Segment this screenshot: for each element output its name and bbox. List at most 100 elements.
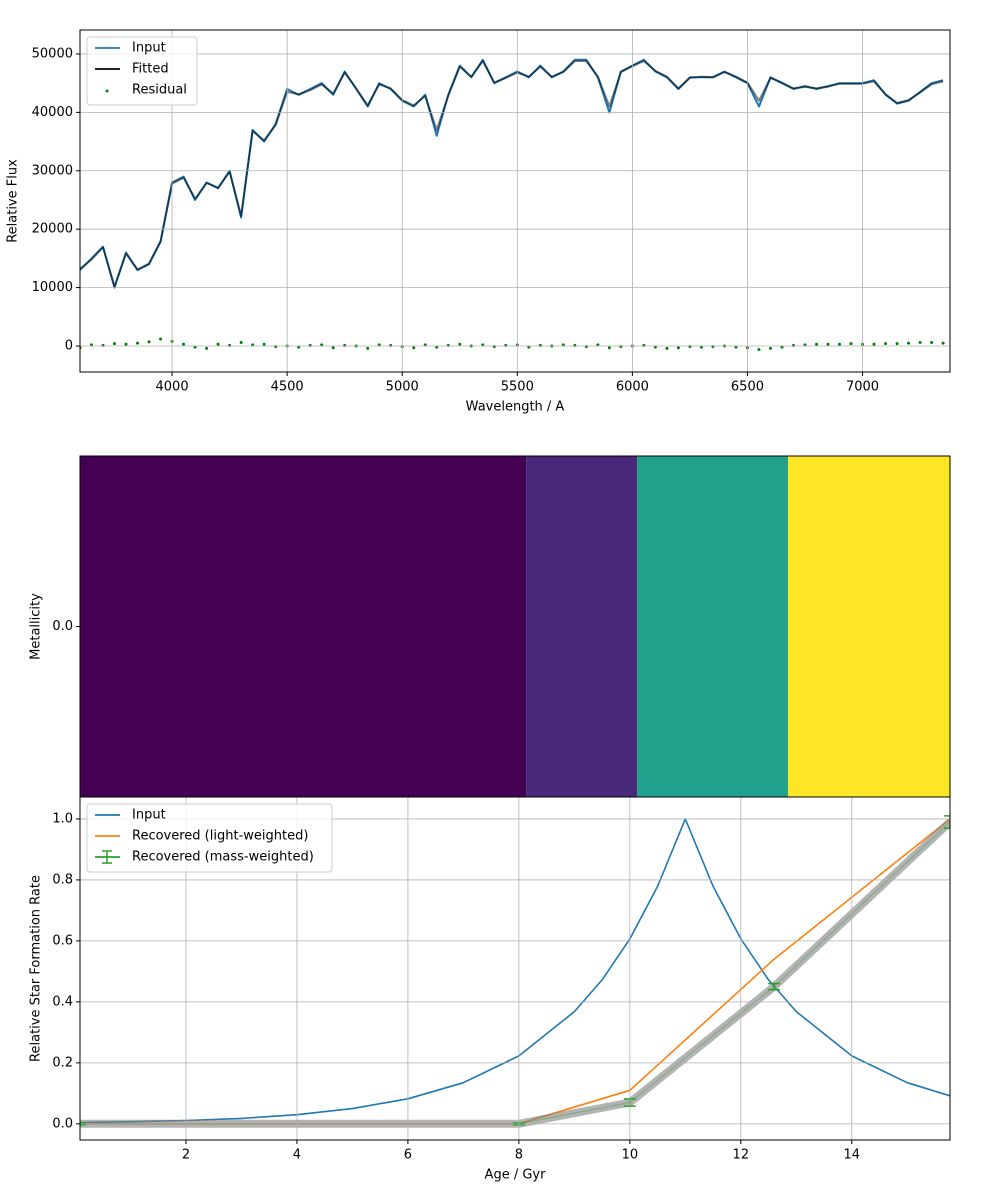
legend-label: Fitted xyxy=(132,62,169,77)
x-tick-label: 8 xyxy=(515,1148,523,1163)
residual-point xyxy=(446,343,450,347)
residual-point xyxy=(584,345,588,349)
residual-point xyxy=(941,341,945,345)
residual-point xyxy=(320,343,324,347)
y-tick-label: 0.4 xyxy=(52,994,73,1009)
panel: 4000 4500 5000 5500 6000 6500 7000 0 10000 20000 3… xyxy=(6,29,951,415)
residual-point xyxy=(124,342,128,346)
legend-box xyxy=(86,36,198,106)
residual-point xyxy=(527,345,531,349)
legend-label: Residual xyxy=(132,83,187,98)
residual-point xyxy=(331,346,335,350)
residual-point xyxy=(262,342,266,346)
x-axis-label: Wavelength / A xyxy=(466,400,565,415)
residual-point xyxy=(895,342,899,346)
x-tick-label: 2 xyxy=(182,1148,190,1163)
y-tick-label: 0.0 xyxy=(52,619,73,634)
residual-point xyxy=(435,345,439,349)
residual-point xyxy=(561,343,565,347)
panel: 2 4 6 8 10 12 14 0.0 0.2 0.4 0.6 0.8 1.0 Age / Gyr Rel… xyxy=(29,796,951,1183)
y-axis-label: Relative Flux xyxy=(6,159,21,243)
residual-point xyxy=(159,337,163,341)
x-tick-label: 4 xyxy=(293,1148,301,1163)
residual-point xyxy=(216,342,220,346)
x-tick-label: 12 xyxy=(733,1148,750,1163)
panel: 0.0 Metallicity xyxy=(29,455,951,798)
residual-point xyxy=(872,342,876,346)
residual-point xyxy=(838,342,842,346)
residual-point xyxy=(90,343,94,347)
y-tick-label: 0.0 xyxy=(52,1116,73,1131)
residual-point xyxy=(791,343,795,347)
residual-point xyxy=(239,341,243,345)
x-tick-label: 5500 xyxy=(501,380,534,395)
x-tick-label: 14 xyxy=(844,1148,861,1163)
heat-cell xyxy=(80,456,527,797)
legend: Input Recovered (light-weighted) Recovered… xyxy=(86,803,333,873)
x-tick-label: 10 xyxy=(622,1148,639,1163)
residual-point xyxy=(607,346,611,350)
residual-point xyxy=(815,342,819,346)
residual-point xyxy=(734,345,738,349)
residual-point xyxy=(492,345,496,349)
x-tick-label: 7000 xyxy=(846,380,879,395)
residual-point xyxy=(803,343,807,347)
x-tick-label: 6 xyxy=(404,1148,412,1163)
residual-point xyxy=(458,342,462,346)
axes-frame xyxy=(79,29,951,373)
y-axis-label: Metallicity xyxy=(29,593,44,660)
residual-point xyxy=(780,345,784,349)
axes-frame xyxy=(79,796,951,1141)
series-line xyxy=(80,818,950,1124)
residual-point xyxy=(676,346,680,350)
residual-point xyxy=(907,341,911,345)
residual-point xyxy=(688,345,692,349)
residual-point xyxy=(297,345,301,349)
residual-point xyxy=(757,348,761,352)
residual-point xyxy=(193,345,197,349)
residual-point xyxy=(930,341,934,345)
residual-point xyxy=(849,342,853,346)
residual-point xyxy=(377,343,381,347)
residual-point xyxy=(205,346,209,350)
residual-point xyxy=(343,343,347,347)
residual-point xyxy=(884,342,888,346)
legend-marker xyxy=(105,89,109,93)
residual-point xyxy=(113,342,117,346)
residual-point xyxy=(251,343,255,347)
residual-point xyxy=(573,343,577,347)
series-line xyxy=(80,58,944,289)
residual-point xyxy=(481,343,485,347)
plot-area xyxy=(80,456,950,797)
residual-point xyxy=(274,345,278,349)
residual-point xyxy=(228,343,232,347)
residual-point xyxy=(504,343,508,347)
y-tick-label: 1.0 xyxy=(52,811,73,826)
y-tick-label: 20000 xyxy=(32,222,73,237)
series-line xyxy=(80,60,944,288)
residual-point xyxy=(711,345,715,349)
y-axis-label: Relative Star Formation Rate xyxy=(29,875,44,1062)
y-tick-label: 0.8 xyxy=(52,872,73,887)
legend-label: Input xyxy=(132,808,166,823)
x-tick-label: 6000 xyxy=(616,380,649,395)
x-tick-label: 4000 xyxy=(156,380,189,395)
legend-label: Recovered (mass-weighted) xyxy=(132,850,314,865)
y-tick-label: 40000 xyxy=(32,105,73,120)
y-tick-label: 0.2 xyxy=(52,1055,73,1070)
x-tick-label: 6500 xyxy=(731,380,764,395)
legend-box xyxy=(86,803,333,873)
heat-cell xyxy=(637,456,788,797)
residual-point xyxy=(653,345,657,349)
legend-label: Recovered (light-weighted) xyxy=(132,829,308,844)
residual-point xyxy=(619,345,623,349)
residual-point xyxy=(918,341,922,345)
legend-label: Input xyxy=(132,41,166,56)
residual-point xyxy=(147,340,151,344)
residual-point xyxy=(366,346,370,350)
y-tick-label: 10000 xyxy=(32,280,73,295)
residual-point xyxy=(182,342,186,346)
residual-point xyxy=(308,343,312,347)
x-tick-label: 4500 xyxy=(271,380,304,395)
